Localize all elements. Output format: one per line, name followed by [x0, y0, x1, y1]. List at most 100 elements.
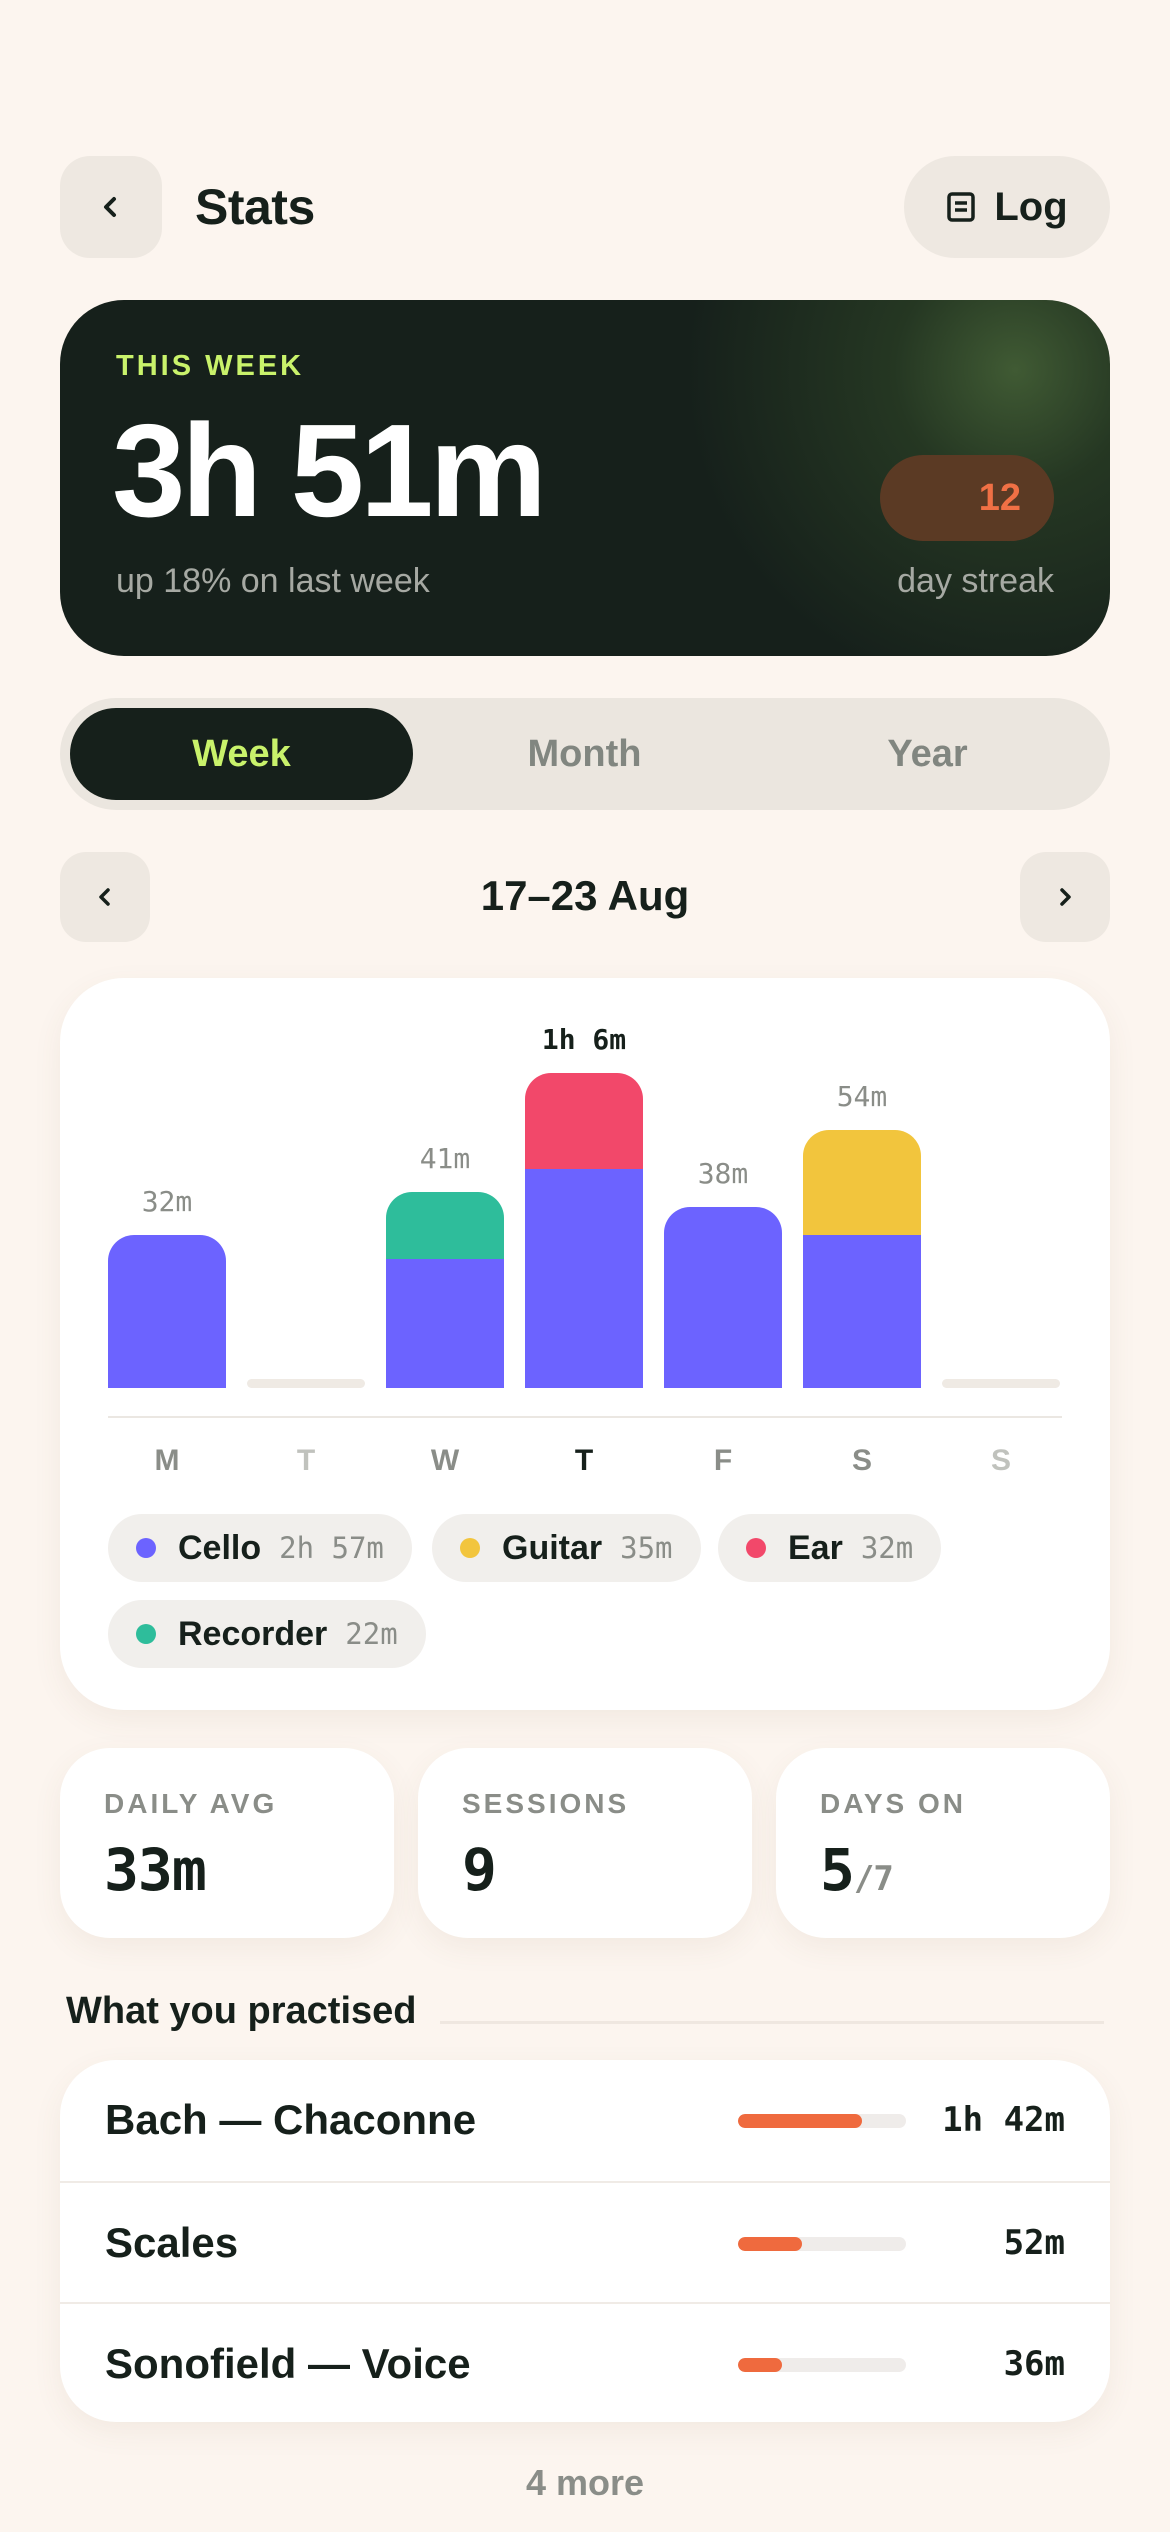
cello-color-dot	[136, 1538, 156, 1558]
legend-chip-guitar[interactable]: Guitar 35m	[432, 1514, 701, 1582]
stat-value: 33m	[104, 1836, 207, 1904]
empty-bar	[247, 1379, 365, 1388]
legend-name: Cello	[178, 1528, 262, 1567]
practised-item[interactable]: Sonofield — Voice 36m	[60, 2302, 1110, 2422]
day-label-sat: S	[851, 1444, 872, 1477]
legend-name: Guitar	[502, 1528, 603, 1567]
section-divider	[440, 2021, 1104, 2024]
streak-badge: 12	[880, 455, 1054, 541]
bar-value-label: 54m	[836, 1080, 888, 1114]
piece-name: Scales	[105, 2219, 239, 2266]
bar-segment-cello	[108, 1235, 226, 1388]
log-icon	[947, 192, 976, 222]
day-label-fri: F	[713, 1444, 733, 1477]
piece-time: 36m	[1003, 2344, 1065, 2384]
tab-week[interactable]: Week	[70, 708, 413, 800]
stat-label: DAILY AVG	[104, 1788, 278, 1819]
stacked-bar	[803, 1130, 921, 1388]
bar-segment-ear	[525, 1073, 643, 1169]
time-bar-fill	[738, 2358, 782, 2372]
days-on-card: DAYS ON 5/7	[776, 1748, 1110, 1938]
stat-label: DAYS ON	[820, 1788, 967, 1819]
bar-segment-cello	[525, 1168, 643, 1388]
stat-value: 5/7	[820, 1836, 894, 1904]
daily-average-card: DAILY AVG 33m	[60, 1748, 394, 1938]
bar-segment-cello	[664, 1206, 782, 1388]
chevron-right-icon	[1060, 888, 1071, 906]
time-bar	[738, 2237, 906, 2251]
practised-list: Bach — Chaconne 1h 42m Scales 52m Sonofi…	[60, 2060, 1110, 2422]
day-label-tue: T	[296, 1444, 316, 1477]
legend-chip-ear[interactable]: Ear 32m	[718, 1514, 942, 1582]
legend-chip-recorder[interactable]: Recorder 22m	[108, 1600, 426, 1668]
tab-year[interactable]: Year	[887, 732, 968, 775]
time-bar	[738, 2358, 906, 2372]
show-more-link[interactable]: 4 more	[525, 2462, 645, 2503]
legend-chip-cello[interactable]: Cello 2h 57m	[108, 1514, 412, 1582]
bar-value-label: 41m	[419, 1142, 471, 1176]
bar-value-label: 32m	[141, 1185, 193, 1219]
streak-label: day streak	[897, 562, 1054, 600]
bar-value-label: 38m	[697, 1156, 749, 1190]
bar-mon[interactable]: 32m	[108, 978, 226, 1478]
legend-name: Ear	[788, 1528, 843, 1567]
time-bar-fill	[738, 2114, 863, 2128]
chevron-left-icon	[99, 888, 110, 906]
previous-week-button[interactable]	[60, 852, 150, 942]
date-range: 17–23 Aug	[480, 872, 690, 919]
back-button[interactable]	[60, 156, 162, 258]
time-bar	[738, 2114, 906, 2128]
legend-total: 35m	[620, 1531, 673, 1565]
recorder-color-dot	[136, 1624, 156, 1644]
bar-sat[interactable]: 54m	[803, 978, 921, 1478]
chart-baseline	[108, 1416, 1062, 1418]
bar-sun[interactable]	[942, 978, 1060, 1478]
log-button[interactable]: Log	[904, 156, 1110, 258]
weekly-summary-card: THIS WEEK 3h 51m up 18% on last week 12 …	[60, 300, 1110, 656]
bar-thu[interactable]: 1h 6m	[525, 978, 643, 1478]
page-title: Stats	[195, 179, 315, 235]
legend-name: Recorder	[178, 1614, 328, 1653]
piece-name: Bach — Chaconne	[105, 2096, 477, 2143]
empty-bar	[942, 1379, 1060, 1388]
chevron-left-icon	[104, 197, 116, 217]
day-label-wed: W	[430, 1444, 460, 1477]
weekly-change: up 18% on last week	[116, 562, 430, 600]
summary-label: THIS WEEK	[116, 350, 305, 382]
bar-chart: 32m M T 41m W 1h 6m T 38m F 54m S S	[60, 978, 1110, 1478]
stat-number: 33m	[104, 1836, 207, 1904]
bar-segment-guitar	[803, 1130, 921, 1236]
period-selector: Week Month Year	[60, 698, 1110, 810]
bar-segment-cello	[386, 1259, 504, 1388]
piece-name: Sonofield — Voice	[105, 2340, 471, 2387]
header: Stats Log	[60, 156, 1110, 258]
practice-chart-card: 32m M T 41m W 1h 6m T 38m F 54m S S Cello 2h 57m Gu…	[60, 978, 1110, 1710]
stat-label: SESSIONS	[462, 1788, 630, 1819]
legend-total: 32m	[860, 1531, 914, 1565]
stacked-bar	[664, 1206, 782, 1388]
guitar-color-dot	[460, 1538, 480, 1558]
bar-wed[interactable]: 41m	[386, 978, 504, 1478]
sessions-card: SESSIONS 9	[418, 1748, 752, 1938]
piece-time: 52m	[1003, 2223, 1065, 2263]
time-bar-fill	[738, 2237, 802, 2251]
stat-number: 9	[462, 1836, 497, 1904]
practised-item[interactable]: Scales 52m	[60, 2181, 1110, 2302]
legend-total: 22m	[345, 1617, 398, 1651]
stat-value: 9	[462, 1836, 497, 1904]
weekly-total: 3h 51m	[112, 397, 547, 544]
practised-section-title: What you practised	[66, 1990, 417, 2032]
stat-suffix: /7	[853, 1859, 894, 1899]
bar-tue[interactable]	[247, 978, 365, 1478]
day-label-thu: T	[574, 1444, 594, 1477]
stacked-bar	[108, 1235, 226, 1388]
log-button-label: Log	[994, 184, 1068, 229]
day-label-mon: M	[154, 1444, 180, 1477]
bar-fri[interactable]: 38m	[664, 978, 782, 1478]
bar-segment-cello	[803, 1235, 921, 1388]
day-label-sun: S	[990, 1444, 1011, 1477]
next-week-button[interactable]	[1020, 852, 1110, 942]
practised-item[interactable]: Bach — Chaconne 1h 42m	[60, 2060, 1110, 2181]
streak-count: 12	[978, 476, 1021, 519]
tab-month[interactable]: Month	[527, 732, 642, 775]
